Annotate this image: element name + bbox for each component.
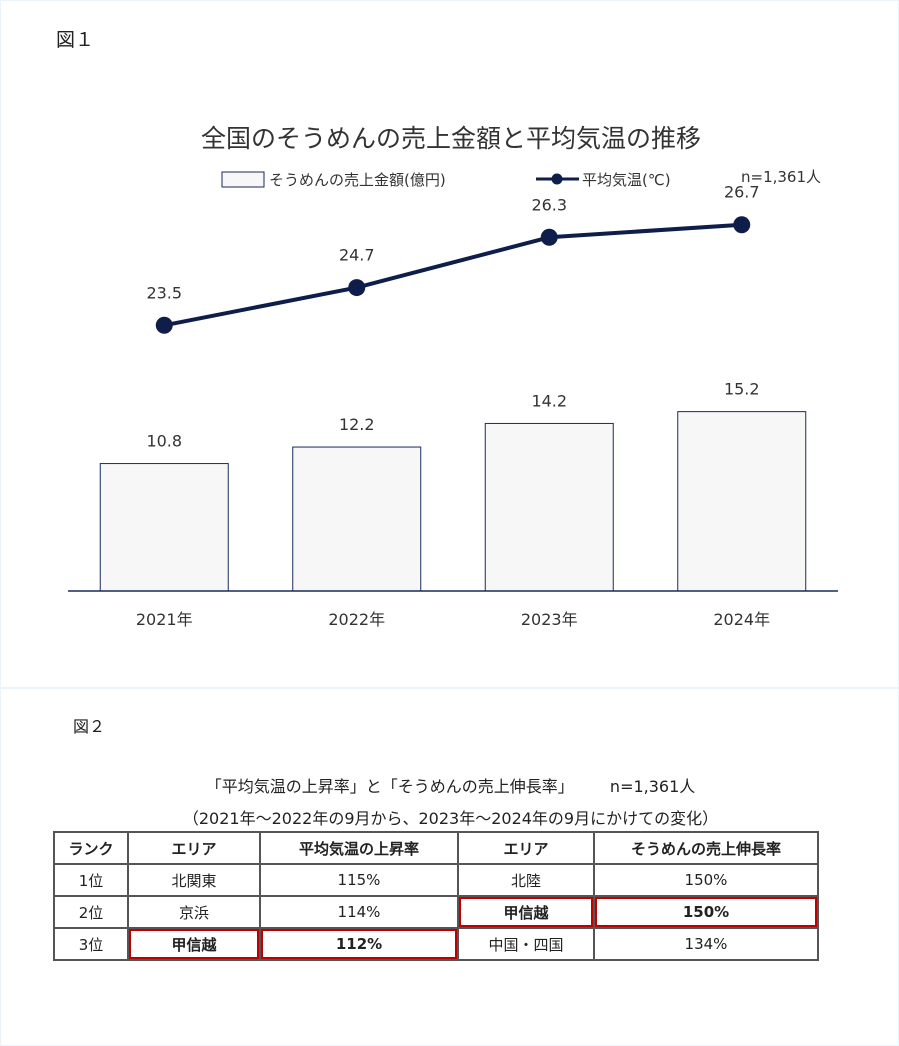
line-data-labels: 23.5 24.7 26.3 26.7 — [146, 183, 759, 303]
table-title-row: 「平均気温の上昇率」と「そうめんの売上伸長率」 n=1,361人 — [1, 773, 899, 797]
bar-value-label: 10.8 — [146, 432, 182, 451]
bar — [99, 463, 229, 592]
figure-1-panel: 図１ 全国のそうめんの売上金額と平均気温の推移 そうめんの売上金額(億円) 平均… — [0, 0, 899, 688]
temp-rise-cell: 115% — [259, 863, 459, 897]
table-row: 2位 京浜 114% 甲信越 150% — [53, 895, 819, 929]
sales-growth-cell: 150% — [593, 863, 819, 897]
figure-1-label: 図１ — [56, 29, 95, 51]
area-temp-cell: 北関東 — [127, 863, 261, 897]
table-title: 「平均気温の上昇率」と「そうめんの売上伸長率」 — [205, 777, 574, 796]
legend-bar-swatch — [221, 171, 265, 188]
x-tick-label: 2024年 — [713, 610, 770, 629]
bar-value-label: 14.2 — [531, 391, 567, 410]
bar-value-label: 12.2 — [339, 415, 375, 434]
temperature-value-label: 23.5 — [146, 283, 182, 302]
header-sales-growth: そうめんの売上伸長率 — [593, 831, 819, 865]
header-temp-rise: 平均気温の上昇率 — [259, 831, 459, 865]
table-row: 3位 甲信越 112% 中国・四国 134% — [53, 927, 819, 961]
temperature-value-label: 24.7 — [339, 246, 375, 265]
bar — [484, 422, 614, 592]
temp-rise-cell-highlighted: 112% — [259, 927, 459, 961]
temperature-line-series — [155, 216, 751, 334]
table-subtitle: （2021年～2022年の9月から、2023年～2024年の9月にかけての変化） — [182, 809, 719, 828]
table-sample-note: n=1,361人 — [609, 777, 696, 796]
sales-growth-cell-highlighted: 150% — [593, 895, 819, 929]
area-temp-cell: 京浜 — [127, 895, 261, 929]
rank-cell: 3位 — [53, 927, 129, 961]
chart-title: 全国のそうめんの売上金額と平均気温の推移 — [201, 124, 701, 153]
bar — [677, 411, 807, 592]
temperature-value-label: 26.7 — [724, 183, 760, 202]
legend-bar-label: そうめんの売上金額(億円) — [269, 171, 446, 189]
legend-line-label: 平均気温(℃) — [582, 171, 671, 189]
header-rank: ランク — [53, 831, 129, 865]
temperature-point — [155, 316, 173, 334]
table-header-row: ランク エリア 平均気温の上昇率 エリア そうめんの売上伸長率 — [53, 831, 819, 865]
rank-cell: 1位 — [53, 863, 129, 897]
area-temp-cell-highlighted: 甲信越 — [127, 927, 261, 961]
rank-cell: 2位 — [53, 895, 129, 929]
x-tick-label: 2023年 — [521, 610, 578, 629]
x-tick-label: 2021年 — [136, 610, 193, 629]
bar-data-labels: 10.8 12.2 14.2 15.2 — [146, 380, 759, 451]
temperature-point — [540, 228, 558, 246]
area-sales-cell-highlighted: 甲信越 — [457, 895, 595, 929]
sales-temperature-chart: 全国のそうめんの売上金額と平均気温の推移 そうめんの売上金額(億円) 平均気温(… — [68, 124, 838, 629]
sales-growth-cell: 134% — [593, 927, 819, 961]
header-area-sales: エリア — [457, 831, 595, 865]
temperature-line — [163, 222, 742, 328]
chart-sample-note: n=1,361人 — [741, 168, 821, 186]
temperature-point — [348, 279, 366, 297]
legend-line-marker — [551, 173, 563, 185]
figure-2-panel: 図２ 「平均気温の上昇率」と「そうめんの売上伸長率」 n=1,361人 （202… — [0, 688, 899, 1046]
table-row: 1位 北関東 115% 北陸 150% — [53, 863, 819, 897]
temperature-value-label: 26.3 — [531, 195, 567, 214]
ranking-table: ランク エリア 平均気温の上昇率 エリア そうめんの売上伸長率 1位 北関東 1… — [53, 831, 819, 961]
area-sales-cell: 中国・四国 — [457, 927, 595, 961]
x-tick-label: 2022年 — [328, 610, 385, 629]
temperature-point — [733, 216, 751, 234]
temp-rise-cell: 114% — [259, 895, 459, 929]
bar-series — [99, 411, 807, 592]
bar — [292, 446, 422, 592]
figure-2-label: 図２ — [73, 717, 106, 736]
chart-legend: そうめんの売上金額(億円) 平均気温(℃) — [221, 171, 671, 189]
x-tick-labels: 2021年 2022年 2023年 2024年 — [136, 610, 770, 629]
header-area-temp: エリア — [127, 831, 261, 865]
area-sales-cell: 北陸 — [457, 863, 595, 897]
bar-value-label: 15.2 — [724, 380, 760, 399]
